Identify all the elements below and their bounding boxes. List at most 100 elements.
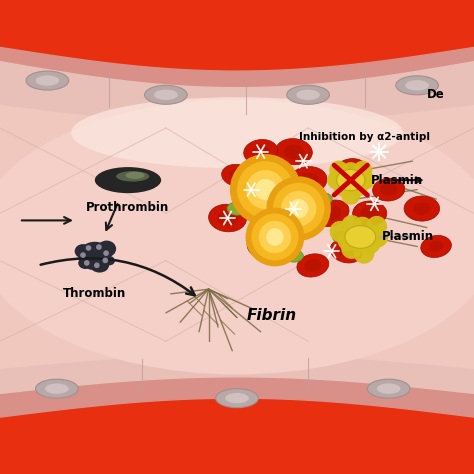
Ellipse shape: [353, 201, 387, 226]
Ellipse shape: [312, 192, 332, 206]
Ellipse shape: [217, 210, 238, 226]
Circle shape: [360, 233, 381, 254]
Text: Fibrin: Fibrin: [246, 308, 297, 323]
Ellipse shape: [227, 202, 247, 215]
Polygon shape: [0, 0, 474, 100]
Ellipse shape: [78, 257, 92, 269]
Ellipse shape: [222, 164, 252, 186]
Ellipse shape: [334, 159, 367, 182]
Circle shape: [84, 260, 90, 266]
Polygon shape: [0, 356, 474, 393]
Ellipse shape: [36, 75, 59, 86]
Ellipse shape: [154, 90, 178, 100]
Ellipse shape: [284, 145, 304, 159]
Circle shape: [354, 243, 374, 264]
Ellipse shape: [225, 393, 249, 403]
Circle shape: [273, 183, 324, 234]
Ellipse shape: [97, 241, 116, 257]
Ellipse shape: [373, 178, 405, 201]
Ellipse shape: [75, 244, 91, 258]
Ellipse shape: [345, 226, 375, 248]
Ellipse shape: [231, 175, 271, 204]
Ellipse shape: [421, 236, 451, 257]
Ellipse shape: [265, 194, 303, 223]
Ellipse shape: [287, 85, 329, 104]
Ellipse shape: [126, 172, 145, 179]
Circle shape: [367, 227, 388, 247]
Circle shape: [103, 250, 109, 256]
Ellipse shape: [274, 201, 295, 216]
Circle shape: [329, 161, 348, 180]
Circle shape: [341, 186, 360, 205]
Text: Prothrombin: Prothrombin: [86, 201, 170, 214]
Ellipse shape: [332, 231, 350, 243]
Circle shape: [337, 230, 358, 251]
Ellipse shape: [209, 204, 246, 232]
Ellipse shape: [296, 90, 320, 100]
Circle shape: [356, 171, 374, 190]
Ellipse shape: [103, 256, 115, 265]
FancyArrowPatch shape: [41, 258, 195, 295]
Text: De: De: [427, 88, 444, 101]
Circle shape: [367, 227, 388, 247]
Ellipse shape: [428, 241, 444, 252]
Ellipse shape: [367, 379, 410, 398]
Ellipse shape: [240, 182, 262, 198]
Text: Inhibition by α2-antipl: Inhibition by α2-antipl: [299, 132, 429, 143]
Ellipse shape: [244, 139, 278, 164]
Ellipse shape: [330, 239, 362, 263]
Text: Plasmin: Plasmin: [382, 230, 434, 244]
Ellipse shape: [275, 138, 312, 165]
Circle shape: [246, 208, 304, 266]
Ellipse shape: [247, 233, 284, 260]
Ellipse shape: [216, 389, 258, 408]
Polygon shape: [0, 384, 474, 474]
Circle shape: [94, 263, 100, 268]
Ellipse shape: [36, 379, 78, 398]
Circle shape: [341, 238, 362, 259]
Circle shape: [353, 161, 372, 180]
Ellipse shape: [322, 206, 341, 220]
Ellipse shape: [145, 85, 187, 104]
Circle shape: [251, 213, 299, 261]
Circle shape: [230, 154, 301, 225]
Ellipse shape: [360, 207, 379, 220]
Ellipse shape: [404, 196, 439, 221]
Text: Thrombin: Thrombin: [63, 287, 127, 300]
Ellipse shape: [270, 164, 289, 177]
Polygon shape: [0, 370, 474, 417]
Circle shape: [349, 177, 368, 196]
Polygon shape: [0, 47, 474, 114]
Ellipse shape: [228, 169, 246, 182]
Circle shape: [352, 217, 373, 237]
Ellipse shape: [95, 167, 161, 193]
Polygon shape: [0, 62, 474, 123]
Ellipse shape: [337, 245, 355, 258]
Ellipse shape: [377, 383, 401, 394]
Ellipse shape: [255, 239, 275, 254]
Ellipse shape: [337, 170, 365, 191]
Ellipse shape: [71, 97, 403, 168]
Ellipse shape: [405, 80, 429, 91]
Circle shape: [96, 244, 102, 250]
Text: Plasmin: Plasmin: [371, 173, 423, 187]
Ellipse shape: [90, 258, 109, 273]
Ellipse shape: [284, 250, 303, 262]
Circle shape: [356, 171, 374, 190]
Circle shape: [266, 176, 331, 241]
Ellipse shape: [304, 259, 321, 272]
Circle shape: [366, 216, 387, 237]
Ellipse shape: [413, 202, 431, 215]
Circle shape: [327, 171, 346, 190]
Circle shape: [281, 191, 316, 226]
Ellipse shape: [298, 173, 319, 188]
Ellipse shape: [297, 254, 329, 277]
Ellipse shape: [380, 183, 398, 196]
Ellipse shape: [289, 166, 327, 194]
Circle shape: [333, 177, 352, 196]
Circle shape: [102, 257, 108, 263]
Ellipse shape: [396, 76, 438, 95]
Circle shape: [237, 161, 294, 218]
Ellipse shape: [0, 100, 474, 374]
Circle shape: [246, 170, 285, 209]
